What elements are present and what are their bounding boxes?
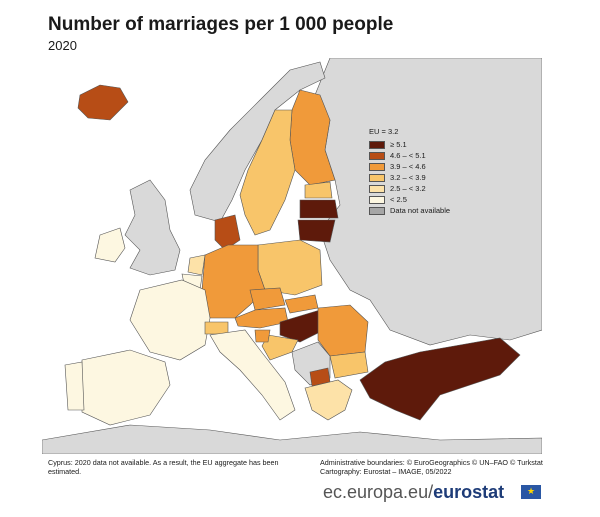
region-north-africa (42, 424, 542, 454)
region-czechia (249, 287, 286, 311)
region-slovenia (254, 329, 271, 343)
region-ireland (94, 227, 126, 263)
region-greece (304, 379, 353, 421)
legend-label: 3.2 – < 3.9 (390, 173, 426, 182)
footnote-left: Cyprus: 2020 data not available. As a re… (48, 458, 279, 476)
region-switzerland (204, 321, 229, 335)
region-estonia (304, 181, 333, 199)
footnote-boundaries: Administrative boundaries: © EuroGeograp… (320, 458, 543, 467)
region-lithuania (297, 219, 336, 243)
legend-label: < 2.5 (390, 195, 407, 204)
map-area (42, 58, 542, 454)
legend-swatch (369, 151, 385, 160)
region-croatia (261, 334, 299, 361)
legend-item: 3.2 – < 3.9 (369, 172, 497, 183)
region-uk (124, 179, 181, 276)
legend-reference: EU = 3.2 (369, 127, 399, 136)
legend-swatch (369, 140, 385, 149)
eurostat-brand[interactable]: ec.europa.eu/eurostat (323, 482, 504, 503)
europe-map (42, 58, 542, 454)
region-netherlands (187, 254, 206, 276)
region-italy (209, 329, 296, 421)
legend-label: 2.5 – < 3.2 (390, 184, 426, 193)
brand-prefix: ec.europa.eu/ (323, 482, 434, 502)
legend-swatch (369, 206, 385, 215)
region-poland (257, 239, 323, 296)
eu-flag-icon (521, 485, 541, 499)
region-latvia (299, 199, 339, 219)
map-legend: EU = 3.2 ≥ 5.1 4.6 – < 5.1 3.9 – < 4.6 3.2 … (369, 126, 497, 216)
legend-swatch (369, 162, 385, 171)
map-subtitle: 2020 (48, 38, 77, 53)
legend-swatch (369, 195, 385, 204)
legend-item: 2.5 – < 3.2 (369, 183, 497, 194)
legend-label: 4.6 – < 5.1 (390, 151, 426, 160)
region-norway (189, 61, 326, 223)
brand-name: eurostat (433, 482, 505, 502)
region-france (129, 279, 211, 361)
region-iceland (77, 84, 129, 121)
legend-label: Data not available (390, 206, 451, 215)
legend-item: < 2.5 (369, 194, 497, 205)
region-hungary (279, 309, 329, 343)
footnote-right: Administrative boundaries: © EuroGeograp… (320, 458, 543, 476)
legend-item: ≥ 5.1 (369, 139, 497, 150)
legend-item: 3.9 – < 4.6 (369, 161, 497, 172)
map-title: Number of marriages per 1 000 people (48, 14, 394, 35)
legend-item: 4.6 – < 5.1 (369, 150, 497, 161)
region-spain (81, 349, 171, 426)
region-portugal (64, 361, 85, 411)
legend-label: 3.9 – < 4.6 (390, 162, 426, 171)
legend-label: ≥ 5.1 (390, 140, 407, 149)
region-bulgaria (329, 351, 369, 379)
legend-item: Data not available (369, 205, 497, 216)
legend-swatch (369, 184, 385, 193)
region-sweden (239, 109, 296, 236)
legend-swatch (369, 173, 385, 182)
region-turkey (359, 337, 521, 421)
footnote-cartography: Cartography: Eurostat – IMAGE, 05/2022 (320, 467, 452, 476)
